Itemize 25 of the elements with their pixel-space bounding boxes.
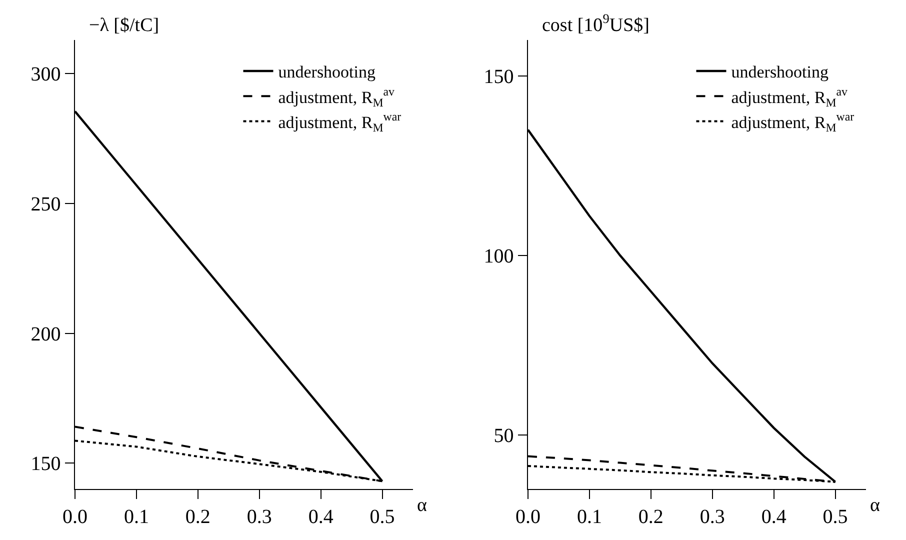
legend-label: undershooting	[278, 62, 376, 82]
y-tick-label: 250	[30, 194, 61, 216]
y-tick-label: 150	[484, 66, 514, 88]
y-axis-title: cost [10$^{9}$US$]	[542, 11, 650, 36]
x-tick-label: 0.0	[516, 506, 540, 528]
x-tick-label: 0.0	[62, 506, 88, 528]
x-tick-label: 0.1	[576, 506, 602, 528]
x-tick-label: 0.4	[761, 506, 786, 528]
x-tick-label: 0.5	[370, 506, 395, 528]
x-tick-label: 0.3	[700, 506, 725, 528]
x-tick-label: 0.5	[822, 506, 848, 528]
y-axis-title: −λ [$/tC]	[89, 15, 160, 36]
y-tick-label: 150	[30, 453, 61, 476]
x-axis-title: α	[870, 495, 880, 516]
x-tick-label: 0.2	[638, 506, 664, 528]
x-tick-label: 0.2	[185, 506, 210, 528]
y-tick-label: 100	[484, 246, 514, 268]
y-tick-label: 200	[30, 323, 61, 346]
y-tick-label: 50	[494, 425, 514, 448]
x-tick-label: 0.4	[308, 506, 334, 528]
x-tick-label: 0.3	[246, 506, 272, 528]
legend-label: undershooting	[731, 62, 830, 82]
x-tick-label: 0.1	[124, 506, 149, 528]
y-tick-label: 300	[30, 64, 61, 86]
x-axis-title: α	[417, 495, 427, 516]
